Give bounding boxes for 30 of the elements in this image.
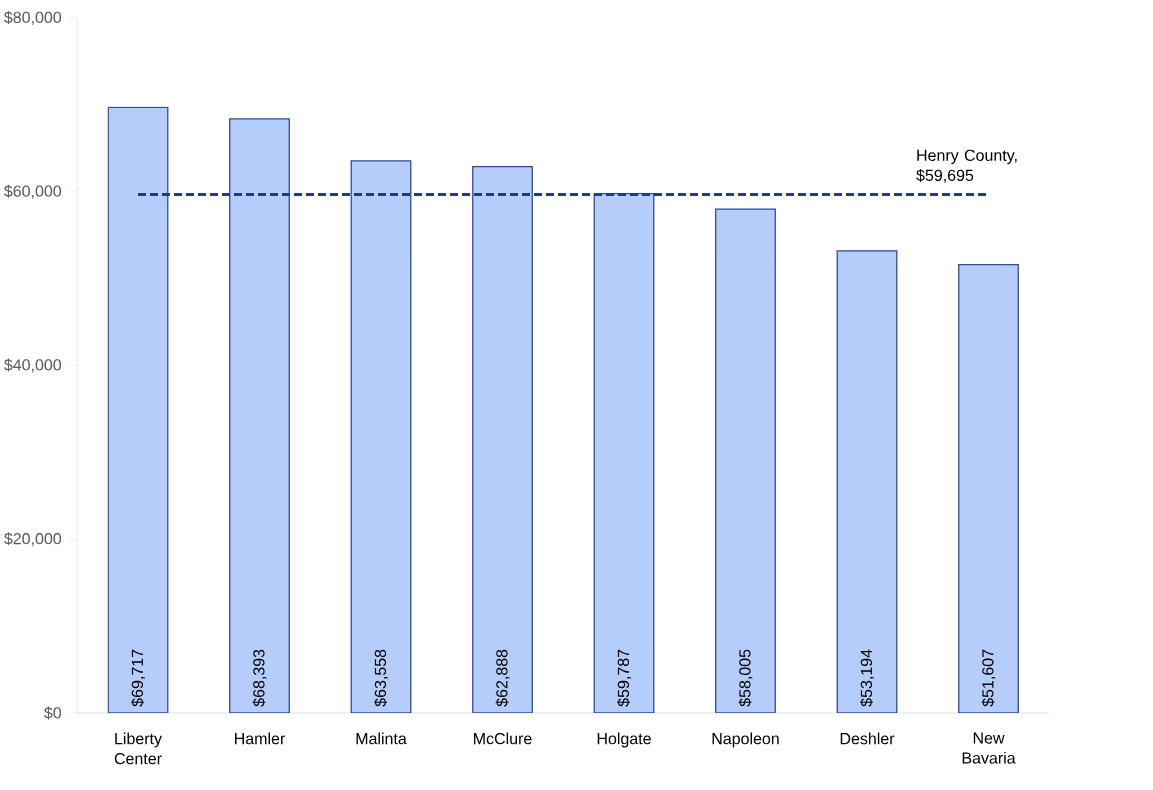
ref-line-label: Henry County, $59,695 (916, 149, 1017, 183)
data-label: $59,787 (617, 649, 631, 707)
data-label: $69,717 (131, 649, 145, 707)
y-tick-label: $60,000 (4, 184, 62, 199)
x-tick-label: Malinta (356, 732, 407, 745)
y-tick-label: $20,000 (4, 532, 62, 547)
y-tick-label: $0 (44, 706, 62, 720)
data-label: $58,005 (738, 649, 753, 707)
x-tick-label: New Bavaria (962, 732, 1016, 764)
x-tick-label: Holgate (597, 732, 651, 748)
bar (107, 106, 169, 713)
bar (350, 160, 412, 713)
x-tick-label: Deshler (840, 732, 895, 745)
data-label: $62,888 (495, 649, 510, 707)
y-tick-label: $80,000 (4, 11, 62, 25)
x-tick-label: McClure (474, 732, 532, 745)
data-label: $63,558 (374, 649, 388, 707)
data-label: $51,607 (981, 649, 996, 707)
data-label: $68,393 (252, 649, 267, 707)
bar (593, 192, 655, 713)
x-tick-label: Hamler (235, 732, 286, 745)
bar (836, 250, 898, 713)
y-tick-label: $40,000 (4, 358, 62, 373)
data-label: $53,194 (860, 649, 874, 707)
bar (958, 264, 1019, 713)
bar (715, 208, 776, 713)
bar (229, 118, 290, 713)
x-tick-label: Liberty Center (114, 732, 162, 765)
bar (472, 166, 533, 713)
x-tick-label: Napoleon (712, 732, 779, 748)
